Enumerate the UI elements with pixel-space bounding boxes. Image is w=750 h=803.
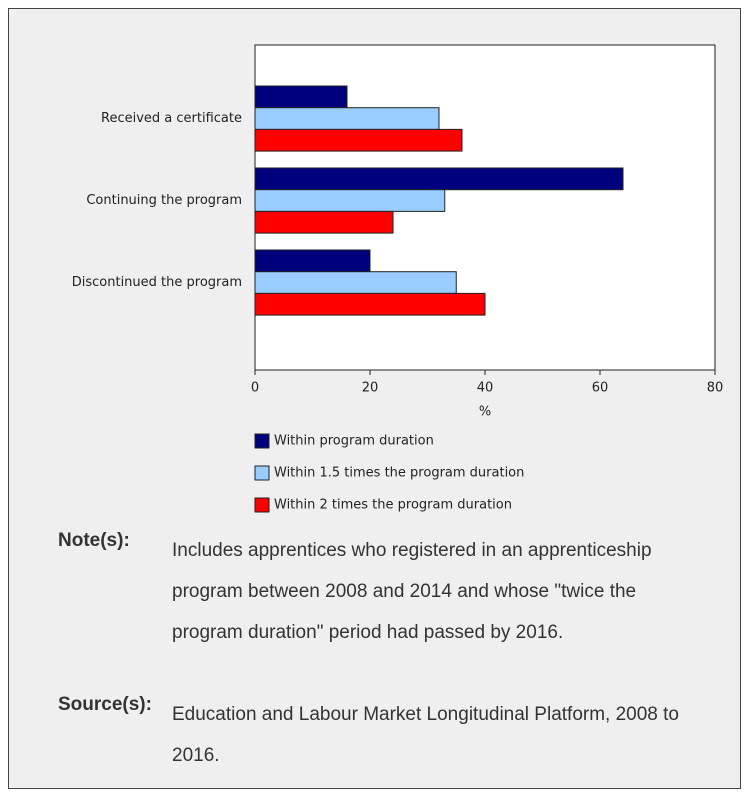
x-axis-label: % xyxy=(479,405,491,420)
legend-swatch xyxy=(254,497,270,513)
x-tick-label: 0 xyxy=(251,381,259,396)
bar xyxy=(254,189,446,212)
legend-label: Within 2 times the program duration xyxy=(274,498,512,513)
bar xyxy=(254,292,486,316)
legend-label: Within 1.5 times the program duration xyxy=(274,466,524,481)
bar xyxy=(254,271,457,294)
y-tick-label: Continuing the program xyxy=(86,193,242,208)
bar xyxy=(254,167,624,191)
notes-text: Includes apprentices who registered in a… xyxy=(172,540,652,643)
x-tick-label: 80 xyxy=(707,381,724,396)
x-tick-label: 60 xyxy=(592,381,609,396)
legend-swatch xyxy=(254,433,270,449)
sources-text: Education and Labour Market Longitudinal… xyxy=(172,704,679,766)
x-tick-label: 40 xyxy=(477,381,494,396)
bar xyxy=(254,210,394,234)
bar xyxy=(254,85,348,109)
y-tick-label: Received a certificate xyxy=(101,111,242,126)
bar xyxy=(254,128,463,152)
chart: % 0 20 40 60 80 Received a certificate Continu… xyxy=(72,44,724,513)
y-tick-label: Discontinued the program xyxy=(72,275,242,290)
legend-label: Within program duration xyxy=(274,434,434,449)
x-tick-label: 20 xyxy=(362,381,379,396)
bar xyxy=(254,107,440,130)
legend-swatch xyxy=(254,465,270,481)
bar xyxy=(254,249,371,273)
sources-label: Source(s): xyxy=(58,694,152,715)
notes-label: Note(s): xyxy=(58,530,130,551)
